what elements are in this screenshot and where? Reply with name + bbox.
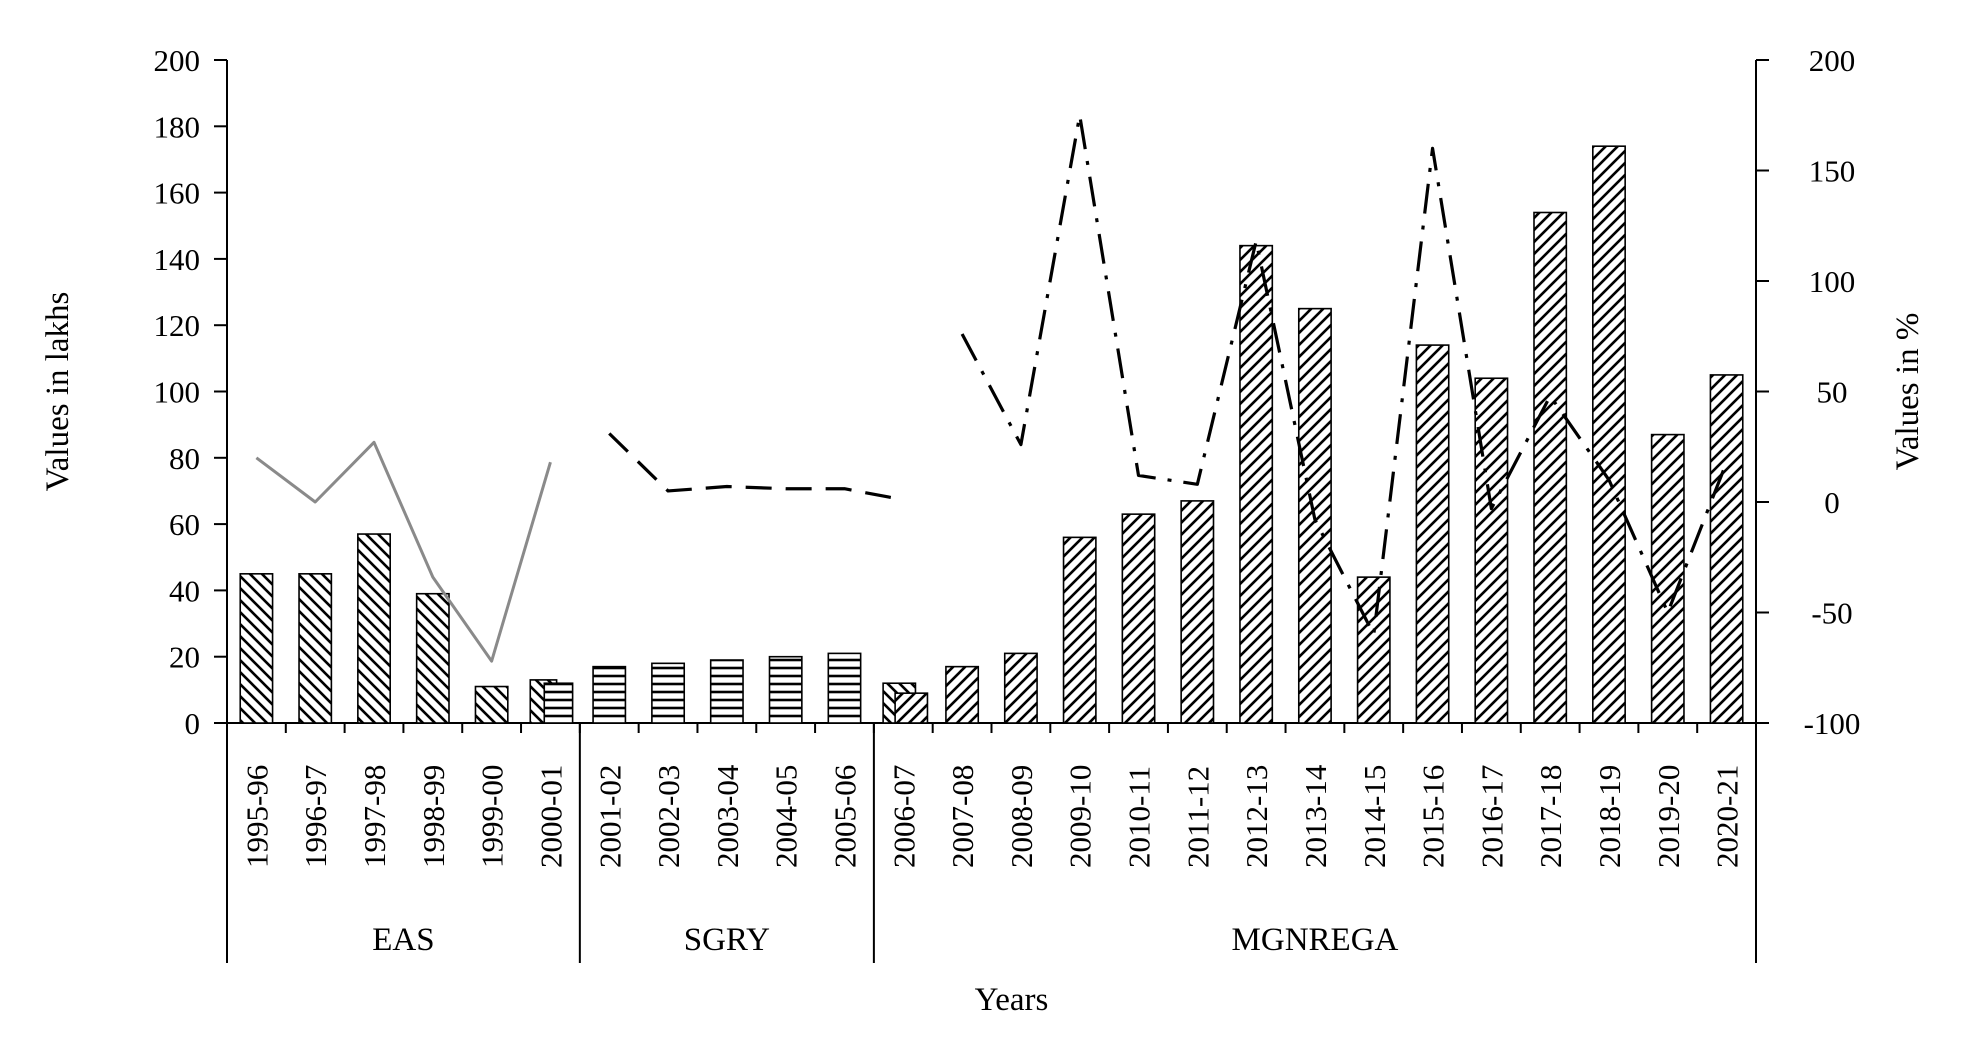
bar-mgnrega (945, 665, 980, 724)
x-tick-label: 2001-02 (592, 765, 627, 868)
y-axis-title: Values in lakhs (40, 292, 76, 492)
x-tick-label: 2013-14 (1298, 764, 1333, 868)
y2-tick-label: 150 (1809, 154, 1856, 189)
y2-tick-label: 100 (1809, 264, 1856, 299)
x-axis-title: Years (975, 982, 1049, 1018)
y-tick-label: 140 (154, 242, 201, 277)
bar-mgnrega (1533, 211, 1568, 724)
x-tick-label: 2012-13 (1239, 765, 1274, 868)
x-tick-label: 2002-03 (651, 765, 686, 868)
y-tick-label: 200 (154, 43, 201, 78)
bar-sgry (827, 652, 862, 724)
x-tick-label: 2003-04 (710, 764, 745, 868)
labels-layer: 0 20 40 60 80 100 120 140 160 180 200 -100 -50 0 50 100… (40, 43, 1926, 1018)
x-tick-label: 2008-09 (1004, 765, 1039, 868)
y-tick-label: 120 (154, 308, 201, 343)
bars-layer (239, 145, 1744, 724)
x-tick-label: 2004-05 (769, 765, 804, 868)
x-tick-label: 1995-96 (239, 765, 274, 868)
bar-mgnrega (1003, 652, 1038, 724)
bar-mgnrega (1592, 145, 1626, 724)
x-tick-label: 2017-18 (1533, 765, 1568, 868)
x-tick-label: 2015-16 (1416, 765, 1451, 868)
x-tick-label: 1996-97 (298, 765, 333, 868)
x-tick-label: 2010-11 (1122, 766, 1157, 868)
x-tick-label: 2014-15 (1357, 765, 1392, 868)
y-tick-label: 180 (154, 109, 201, 144)
bar-mgnrega (1180, 500, 1215, 724)
x-tick-label: 2016-17 (1474, 765, 1509, 868)
line-sgry (608, 432, 904, 502)
lines-layer (255, 113, 1729, 663)
y-tick-label: 80 (169, 441, 200, 476)
bar-sgry (768, 655, 803, 724)
bar-mgnrega (1062, 536, 1097, 724)
bar-sgry (651, 662, 686, 724)
x-tick-label: 2006-07 (886, 765, 921, 868)
y-tick-label: 40 (169, 573, 200, 608)
y2-tick-label: 0 (1824, 485, 1840, 520)
bar-sgry (543, 682, 574, 724)
bar-eas (239, 573, 274, 724)
x-tick-label: 2000-01 (533, 765, 568, 868)
bar-mgnrega (1415, 344, 1450, 724)
line-mgnrega (960, 113, 1729, 637)
group-label: EAS (372, 922, 434, 958)
group-label: MGNREGA (1232, 922, 1399, 958)
x-tick-label: 2005-06 (827, 765, 862, 868)
group-label: SGRY (684, 922, 770, 958)
bar-eas (357, 533, 391, 724)
x-tick-label: 2011-12 (1180, 766, 1215, 868)
bar-mgnrega (1356, 576, 1391, 724)
x-tick-label: 2020-21 (1710, 765, 1745, 868)
bar-sgry (709, 659, 744, 724)
bar-mgnrega (1121, 513, 1156, 724)
y2-tick-label: 50 (1817, 375, 1848, 410)
bar-mgnrega (1650, 433, 1685, 724)
x-tick-label: 1998-99 (416, 765, 451, 868)
x-tick-label: 2009-10 (1063, 765, 1098, 868)
bar-eas (298, 573, 333, 724)
bar-eas (474, 685, 509, 724)
x-tick-label: 2007-08 (945, 765, 980, 868)
bar-mgnrega (1297, 307, 1332, 724)
y-tick-label: 60 (169, 507, 200, 542)
x-tick-label: 1997-98 (357, 765, 392, 868)
bar-mgnrega (1239, 244, 1274, 724)
y2-tick-label: 200 (1809, 43, 1856, 78)
y2-axis-title: Values in % (1890, 313, 1926, 471)
y-tick-label: 20 (169, 640, 200, 675)
bar-eas (415, 592, 450, 724)
x-tick-label: 2019-20 (1651, 765, 1686, 868)
line-eas (255, 440, 552, 663)
x-tick-label: 1999-00 (475, 765, 510, 868)
y2-tick-label: -100 (1804, 706, 1861, 741)
y-tick-label: 0 (185, 706, 201, 741)
y2-tick-label: -50 (1811, 596, 1852, 631)
bar-mgnrega (1709, 374, 1744, 724)
bar-mgnrega (894, 692, 929, 724)
y-tick-label: 160 (154, 176, 201, 211)
bar-sgry (592, 665, 627, 724)
y-tick-label: 100 (154, 375, 201, 410)
x-tick-label: 2018-19 (1592, 765, 1627, 868)
